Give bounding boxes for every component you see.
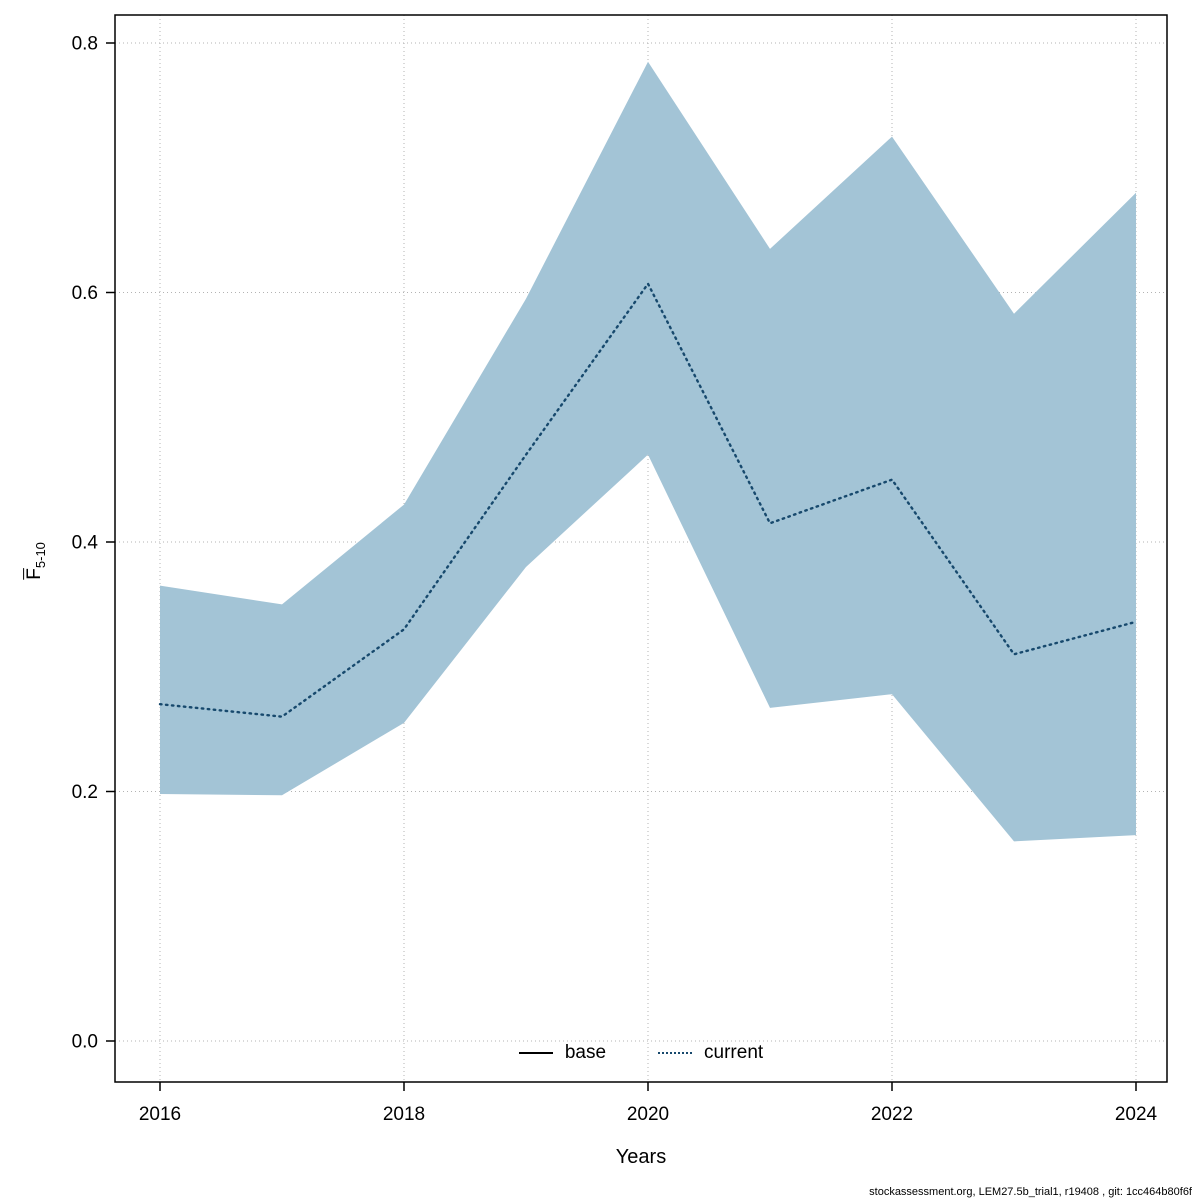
source-footer: stockassessment.org, LEM27.5b_trial1, r1…	[869, 1186, 1192, 1198]
base-line-sample-icon	[518, 1052, 553, 1054]
y-axis-title-symbol: F	[24, 568, 46, 580]
x-tick-label: 2022	[871, 1104, 913, 1125]
y-tick-label: 0.0	[72, 1032, 98, 1053]
y-tick-label: 0.4	[72, 533, 99, 554]
legend-item-base: base	[518, 1042, 607, 1064]
current-series-line	[158, 281, 1138, 718]
x-tick-label: 2018	[383, 1104, 425, 1125]
y-tick-label: 0.8	[72, 34, 98, 55]
y-tick-label: 0.6	[72, 283, 98, 304]
y-axis-title: F5-10	[24, 511, 48, 611]
legend-item-current: current	[658, 1042, 763, 1064]
legend: base current	[115, 1042, 1167, 1064]
plot-frame	[114, 14, 1168, 1083]
confidence-band	[160, 61, 1136, 842]
x-tick-label: 2020	[627, 1104, 669, 1125]
legend-label-base: base	[564, 1042, 607, 1063]
current-line-sample-icon	[658, 1052, 693, 1054]
y-axis-title-subscript: 5-10	[32, 542, 48, 569]
x-tick-label: 2016	[139, 1104, 181, 1125]
legend-label-current: current	[704, 1042, 764, 1063]
x-tick-label: 2024	[1115, 1104, 1158, 1125]
y-tick-label: 0.2	[72, 782, 98, 803]
x-axis-title: Years	[615, 1146, 667, 1168]
